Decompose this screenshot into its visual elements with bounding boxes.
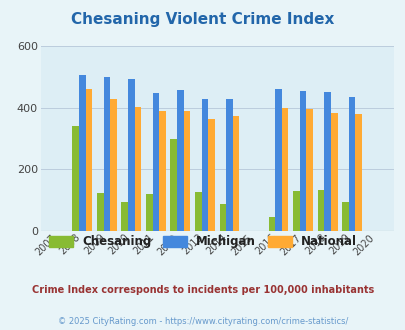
Bar — [292, 191, 299, 231]
Bar — [134, 107, 141, 231]
Bar — [85, 89, 92, 231]
Bar — [128, 79, 134, 231]
Bar — [275, 89, 281, 231]
Bar — [306, 109, 312, 231]
Bar — [145, 194, 152, 231]
Bar — [219, 204, 226, 231]
Bar — [281, 108, 288, 231]
Bar — [152, 93, 159, 231]
Bar — [159, 112, 165, 231]
Bar — [317, 190, 324, 231]
Bar — [201, 99, 208, 231]
Bar — [121, 202, 128, 231]
Bar — [110, 99, 117, 231]
Text: Chesaning Violent Crime Index: Chesaning Violent Crime Index — [71, 12, 334, 26]
Bar — [299, 91, 306, 231]
Bar — [348, 97, 354, 231]
Bar — [268, 216, 275, 231]
Bar — [330, 113, 337, 231]
Bar — [208, 119, 214, 231]
Bar — [183, 111, 190, 231]
Bar — [194, 192, 201, 231]
Bar — [354, 114, 361, 231]
Bar — [72, 126, 79, 231]
Text: Crime Index corresponds to incidents per 100,000 inhabitants: Crime Index corresponds to incidents per… — [32, 285, 373, 295]
Bar — [170, 139, 177, 231]
Bar — [97, 192, 103, 231]
Bar — [79, 76, 85, 231]
Bar — [226, 99, 232, 231]
Bar — [324, 92, 330, 231]
Bar — [177, 90, 183, 231]
Bar — [103, 77, 110, 231]
Text: © 2025 CityRating.com - https://www.cityrating.com/crime-statistics/: © 2025 CityRating.com - https://www.city… — [58, 317, 347, 326]
Legend: Chesaning, Michigan, National: Chesaning, Michigan, National — [44, 231, 361, 253]
Bar — [232, 116, 239, 231]
Bar — [341, 202, 348, 231]
